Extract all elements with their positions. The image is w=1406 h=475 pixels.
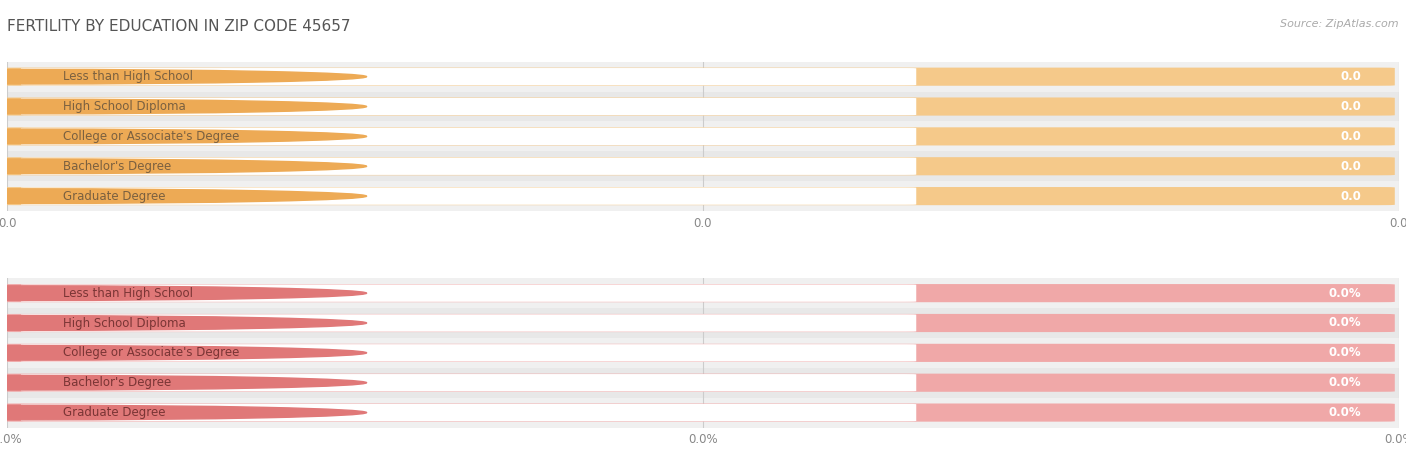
Text: 0.0%: 0.0% xyxy=(1329,346,1361,360)
FancyBboxPatch shape xyxy=(21,344,917,361)
Text: Less than High School: Less than High School xyxy=(63,286,193,300)
Bar xyxy=(7,308,1399,338)
FancyBboxPatch shape xyxy=(21,374,917,391)
Text: High School Diploma: High School Diploma xyxy=(63,316,186,330)
Text: Bachelor's Degree: Bachelor's Degree xyxy=(63,160,172,173)
Circle shape xyxy=(0,405,367,420)
Text: College or Associate's Degree: College or Associate's Degree xyxy=(63,346,239,360)
Circle shape xyxy=(0,159,367,173)
Bar xyxy=(7,398,1399,428)
Circle shape xyxy=(0,316,367,330)
FancyBboxPatch shape xyxy=(0,127,1395,145)
Text: 0.0%: 0.0% xyxy=(1329,376,1361,389)
Circle shape xyxy=(0,69,367,84)
FancyBboxPatch shape xyxy=(21,158,917,175)
Bar xyxy=(7,62,1399,92)
Text: 0.0%: 0.0% xyxy=(1329,286,1361,300)
Text: FERTILITY BY EDUCATION IN ZIP CODE 45657: FERTILITY BY EDUCATION IN ZIP CODE 45657 xyxy=(7,19,350,34)
FancyBboxPatch shape xyxy=(0,67,1395,86)
Bar xyxy=(7,122,1399,152)
FancyBboxPatch shape xyxy=(0,374,1395,392)
FancyBboxPatch shape xyxy=(0,403,1395,422)
Text: 0.0: 0.0 xyxy=(1340,100,1361,113)
FancyBboxPatch shape xyxy=(0,97,1395,115)
Bar xyxy=(7,92,1399,122)
Bar xyxy=(7,152,1399,181)
FancyBboxPatch shape xyxy=(0,344,1395,362)
Circle shape xyxy=(0,189,367,203)
Circle shape xyxy=(0,375,367,390)
Bar xyxy=(7,368,1399,398)
FancyBboxPatch shape xyxy=(21,314,917,332)
Text: 0.0: 0.0 xyxy=(1340,130,1361,143)
Text: Source: ZipAtlas.com: Source: ZipAtlas.com xyxy=(1281,19,1399,29)
Circle shape xyxy=(0,99,367,114)
Text: 0.0: 0.0 xyxy=(1340,160,1361,173)
Bar xyxy=(7,181,1399,211)
Text: 0.0: 0.0 xyxy=(1340,190,1361,203)
FancyBboxPatch shape xyxy=(0,157,1395,175)
Text: Graduate Degree: Graduate Degree xyxy=(63,190,166,203)
Circle shape xyxy=(0,286,367,301)
FancyBboxPatch shape xyxy=(21,98,917,115)
Circle shape xyxy=(0,129,367,144)
FancyBboxPatch shape xyxy=(21,68,917,86)
FancyBboxPatch shape xyxy=(21,188,917,205)
Text: 0.0%: 0.0% xyxy=(1329,316,1361,330)
FancyBboxPatch shape xyxy=(21,404,917,421)
FancyBboxPatch shape xyxy=(0,314,1395,332)
Bar xyxy=(7,278,1399,308)
FancyBboxPatch shape xyxy=(0,187,1395,205)
Text: Less than High School: Less than High School xyxy=(63,70,193,83)
Text: High School Diploma: High School Diploma xyxy=(63,100,186,113)
Circle shape xyxy=(0,345,367,360)
Text: College or Associate's Degree: College or Associate's Degree xyxy=(63,130,239,143)
FancyBboxPatch shape xyxy=(21,285,917,302)
FancyBboxPatch shape xyxy=(21,128,917,145)
Text: Graduate Degree: Graduate Degree xyxy=(63,406,166,419)
FancyBboxPatch shape xyxy=(0,284,1395,302)
Text: 0.0: 0.0 xyxy=(1340,70,1361,83)
Text: 0.0%: 0.0% xyxy=(1329,406,1361,419)
Text: Bachelor's Degree: Bachelor's Degree xyxy=(63,376,172,389)
Bar xyxy=(7,338,1399,368)
